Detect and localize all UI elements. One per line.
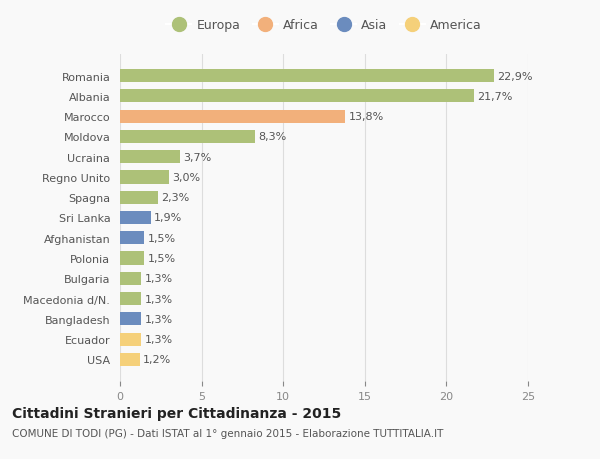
Text: 1,3%: 1,3% [145,294,173,304]
Text: 1,9%: 1,9% [154,213,182,223]
Bar [120,313,141,326]
Bar [120,212,151,224]
Text: 2,3%: 2,3% [161,193,189,203]
Bar [120,90,474,103]
Bar [120,252,145,265]
Text: 1,3%: 1,3% [145,314,173,324]
Text: 13,8%: 13,8% [349,112,384,122]
Text: 21,7%: 21,7% [478,92,513,102]
Bar [120,130,256,144]
Bar [120,272,141,285]
Text: 8,3%: 8,3% [259,132,287,142]
Text: Cittadini Stranieri per Cittadinanza - 2015: Cittadini Stranieri per Cittadinanza - 2… [12,406,341,420]
Bar [120,232,145,245]
Text: 22,9%: 22,9% [497,72,532,81]
Legend: Europa, Africa, Asia, America: Europa, Africa, Asia, America [163,16,485,36]
Bar [120,151,181,164]
Bar [120,292,141,306]
Bar [120,353,140,366]
Text: 1,2%: 1,2% [143,355,171,364]
Text: 1,3%: 1,3% [145,274,173,284]
Bar [120,70,494,83]
Bar [120,333,141,346]
Text: 3,0%: 3,0% [172,173,200,183]
Bar [120,171,169,184]
Bar [120,191,158,204]
Text: 1,3%: 1,3% [145,334,173,344]
Text: 1,5%: 1,5% [148,253,176,263]
Text: COMUNE DI TODI (PG) - Dati ISTAT al 1° gennaio 2015 - Elaborazione TUTTITALIA.IT: COMUNE DI TODI (PG) - Dati ISTAT al 1° g… [12,428,443,438]
Text: 3,7%: 3,7% [184,152,212,162]
Text: 1,5%: 1,5% [148,233,176,243]
Bar [120,110,345,123]
